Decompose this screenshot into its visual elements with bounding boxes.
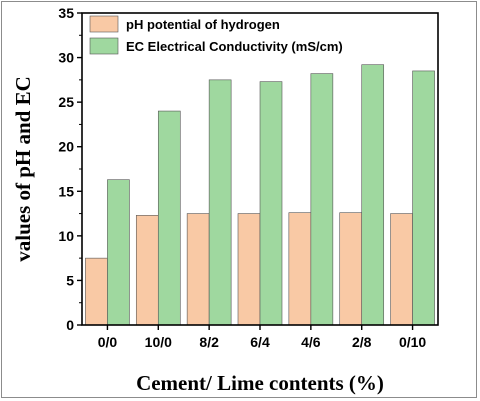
x-tick-label: 6/4: [250, 334, 270, 350]
bar-ph-6: [390, 213, 413, 326]
bar-ph-5: [339, 212, 363, 326]
y-tick-label: 15: [58, 183, 74, 199]
bar-ph-0: [85, 257, 108, 326]
bar-ec-1: [157, 110, 181, 326]
x-tick-label: 4/6: [301, 334, 321, 350]
legend-swatch-ec: [89, 37, 119, 55]
y-tick-label: 10: [58, 228, 74, 244]
bar-ph-4: [288, 212, 312, 326]
bar-ec-0: [107, 179, 130, 326]
y-tick-label: 25: [58, 94, 74, 110]
bar-ec-5: [361, 64, 385, 326]
x-tick-label: 10/0: [145, 334, 172, 350]
y-tick-label: 20: [58, 139, 74, 155]
x-tick-label: 0/10: [399, 334, 426, 350]
ticks-group: 0 5 10 15 20 25 30 35 0/0 10/0 8/2 6/4 4/6 2/8 0/10: [58, 5, 426, 350]
bar-ph-2: [186, 213, 210, 326]
bar-ph-3: [237, 213, 261, 326]
bar-ph-1: [135, 215, 159, 326]
bar-ec-2: [208, 79, 232, 326]
legend-label-ph: pH potential of hydrogen: [126, 17, 280, 32]
bar-ec-6: [412, 70, 435, 326]
legend-label-ec: EC Electrical Conductivity (mS/cm): [126, 39, 343, 54]
legend-swatch-ph: [89, 15, 119, 33]
x-axis-title: Cement/ Lime contents (%): [136, 371, 384, 395]
y-tick-label: 0: [66, 317, 74, 333]
bar-ec-3: [259, 81, 283, 326]
x-tick-label: 8/2: [199, 334, 219, 350]
x-tick-label: 0/0: [98, 334, 118, 350]
y-tick-label: 30: [58, 50, 74, 66]
legend: pH potential of hydrogen EC Electrical Co…: [89, 15, 343, 55]
y-tick-label: 35: [58, 5, 74, 21]
y-axis-title: values of pH and EC: [11, 76, 35, 262]
bars-group: [85, 64, 435, 326]
x-tick-label: 2/8: [352, 334, 372, 350]
y-tick-label: 5: [66, 272, 74, 288]
bar-ec-4: [310, 73, 334, 326]
